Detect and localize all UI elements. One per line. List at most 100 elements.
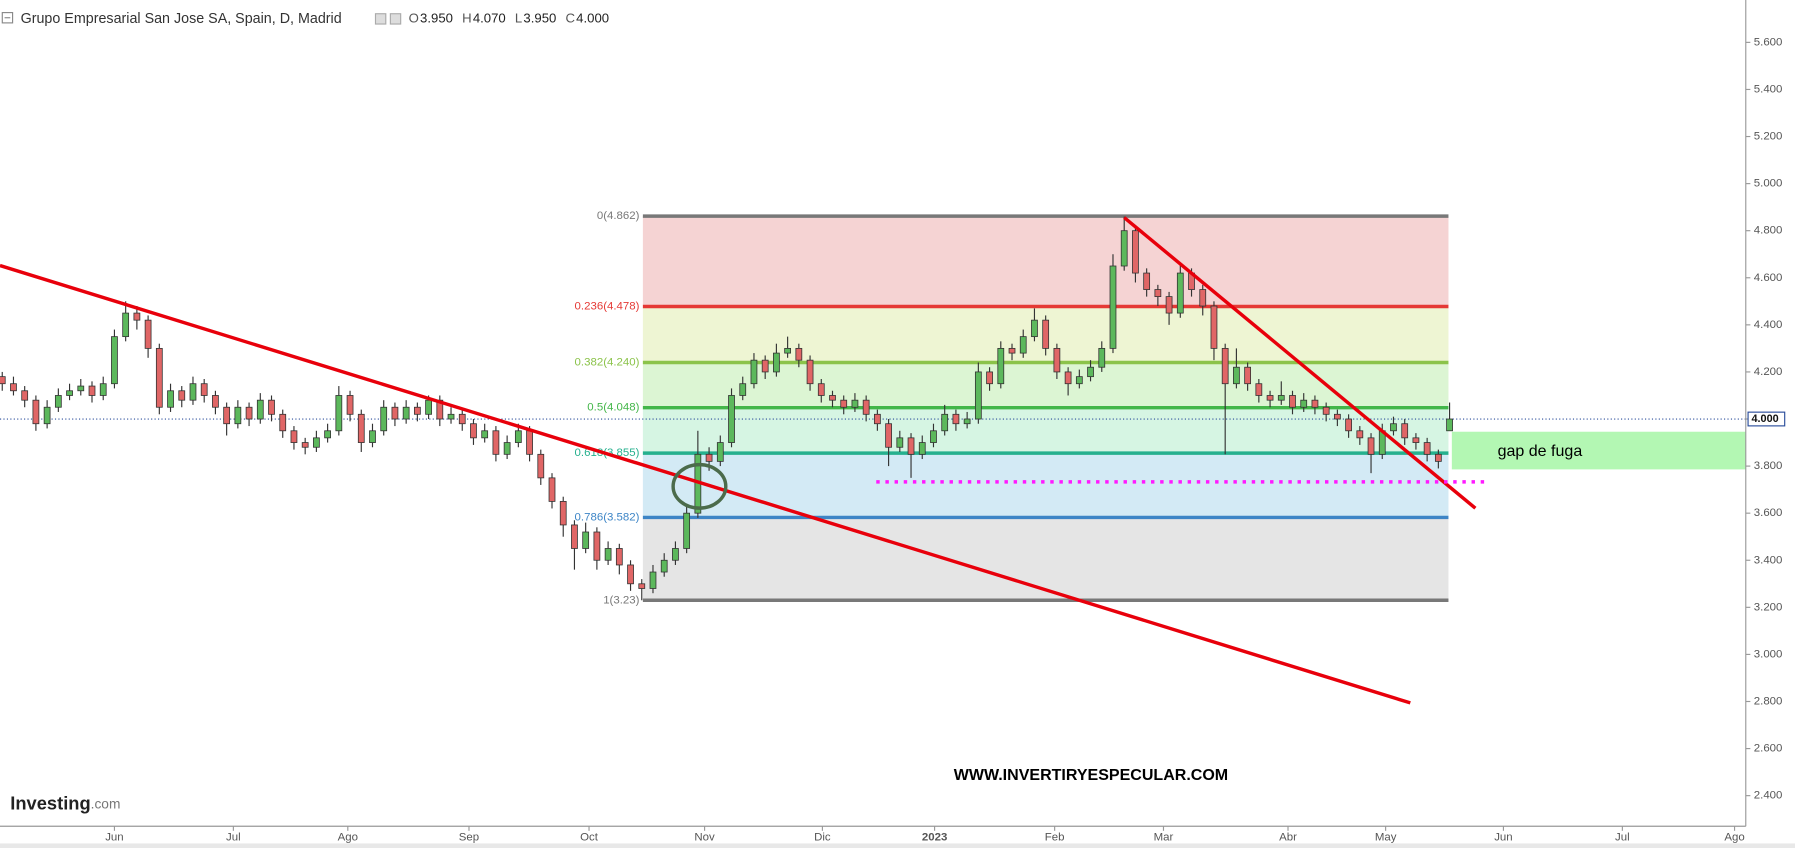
candle-body [840,399,848,408]
candle-body [784,347,791,354]
candle-body [66,390,73,396]
y-tick-label: 2.800 [1754,696,1783,708]
x-tick-label: Feb [1045,832,1065,844]
candle-body [660,559,668,573]
y-tick-label: 3.600 [1754,507,1783,519]
candle-body [189,383,197,401]
candle-body [43,406,51,425]
plot-area: 0(4.862) 0.236(4.478) 0.382(4.240) 0.5(4.04… [0,210,1746,705]
y-tick-label: 3.800 [1754,460,1783,472]
candle-body [1132,230,1139,274]
x-tick-label: Jul [1615,832,1630,844]
settings-icon [389,13,402,25]
candle-body [896,437,904,448]
fib-zone [642,517,1449,601]
x-tick-label: Ago [338,832,358,844]
candle-body [514,430,522,443]
candle-body [1322,406,1330,415]
ohlc-key: C [566,11,576,26]
candle-body [997,347,1005,385]
candle-body [369,430,376,443]
y-tick-label: 3.200 [1754,601,1783,613]
candle-body [234,406,242,425]
candle-body [290,430,298,443]
candle-body [279,413,287,432]
candle-body [313,437,320,448]
candle-body [1289,395,1296,408]
y-tick-label: 5.400 [1754,83,1783,95]
candle-body [1334,413,1341,420]
logo-brand: Investing [10,792,90,813]
candle-body [1423,442,1431,455]
candle-body [1390,423,1397,432]
candle-body [54,395,62,408]
last-price-label: 4.000 [1751,413,1778,425]
trend-line [1123,216,1477,510]
candle-body [627,564,634,585]
candle-body [324,430,331,439]
y-tick-label: 3.000 [1754,648,1783,660]
highlight-circle [671,462,728,510]
candle-body [380,406,388,432]
x-tick-label: Jun [1494,832,1512,844]
candle-body [77,385,85,392]
candle-body [447,413,455,420]
candle-body [974,371,982,420]
candle-body [873,413,881,425]
candle-body [122,312,130,338]
instrument-title: Grupo Empresarial San Jose SA, Spain, D,… [21,11,342,27]
candle-body [268,399,275,415]
y-tick-label: 2.400 [1754,790,1783,802]
fib-zone [642,216,1449,307]
candle-body [346,395,354,415]
candle-body [1031,319,1038,338]
candle-body [672,548,679,561]
candle-body [1311,399,1319,408]
candle-body [1064,371,1072,385]
candle-body [1042,319,1050,349]
header: Grupo Empresarial San Jose SA, Spain, D,… [1,11,609,27]
logo: Investing.com [10,792,120,813]
candle-body [1176,272,1184,314]
candle-body [649,571,657,589]
candle-body [458,413,466,425]
candle-body [1053,347,1061,373]
candle-body [806,359,814,385]
candle-body [537,453,545,479]
x-tick-label: Jul [226,832,241,844]
candle-body [739,383,747,396]
fib-label: 0(4.862) [597,210,640,222]
candle-body [1255,383,1263,396]
candle-body [256,399,264,420]
candle-body [1221,347,1229,385]
candle-body [1199,289,1207,307]
candle-body [885,423,892,448]
x-tick-label: Jun [105,832,123,844]
candle-body [1401,423,1409,439]
candle-body [1098,347,1106,368]
candle-body [357,413,365,443]
candle-body [638,583,646,589]
x-tick-label: 2023 [922,832,947,844]
candle-body [144,319,152,349]
fib-label: 0.5(4.048) [587,402,639,414]
last-price-box [1747,411,1786,427]
candle-body [1210,305,1218,349]
candle-body [716,442,724,462]
candle-body [1446,418,1453,432]
candle-body [200,383,208,396]
candle-body [986,371,993,385]
y-tick-label: 5.200 [1754,131,1783,143]
ohlc-value: 4.070 [473,11,506,26]
x-tick-label: Mar [1154,832,1174,844]
candle-body [1087,366,1094,378]
x-tick-label: Abr [1279,832,1297,844]
candle-body [503,442,511,455]
candle-body [1367,437,1375,455]
candle-body [952,413,960,425]
y-tick-label: 4.800 [1754,225,1783,237]
candle-body [795,347,803,361]
candle-body [761,359,769,373]
